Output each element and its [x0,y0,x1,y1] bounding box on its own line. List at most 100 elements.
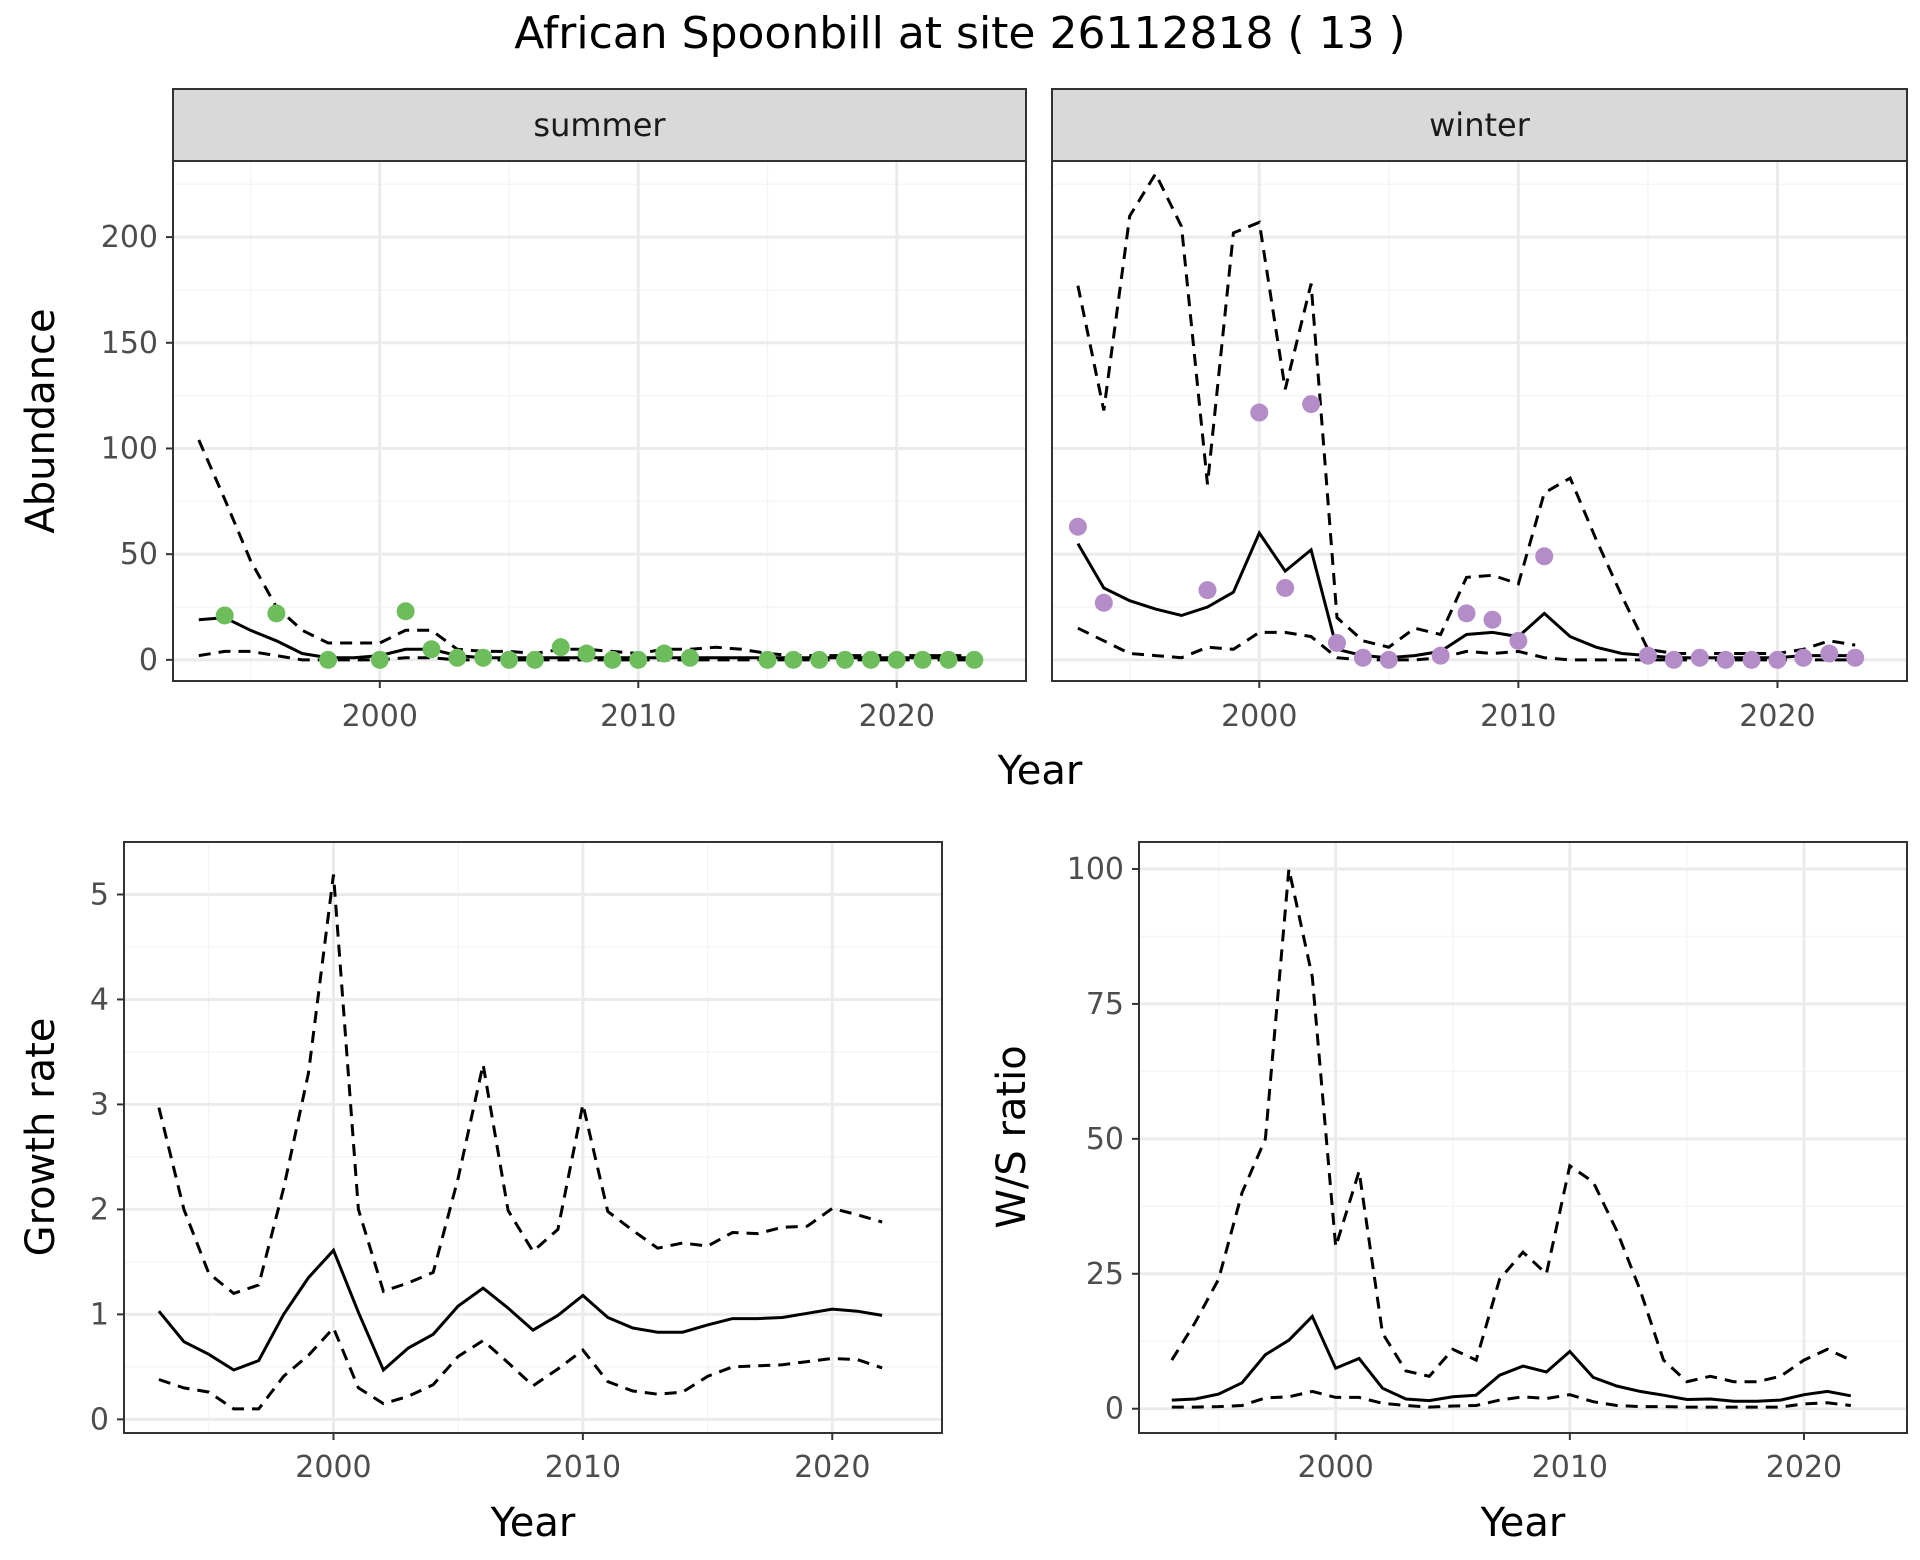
panel-growth-grid [124,841,942,1433]
observed-count-point [1483,610,1502,629]
observed-count-point [551,638,570,657]
observed-count-point [1094,593,1113,612]
x-tick-label: 2000 [1221,699,1297,734]
panel-growth-border [123,841,943,1434]
observed-count-point [1664,650,1683,669]
y-axis-title-abundance: Abundance [18,308,64,533]
y-tick-label: 50 [1086,1122,1124,1157]
y-axis-title-ws-ratio: W/S ratio [989,1045,1035,1228]
y-tick-label: 2 [90,1192,109,1227]
observed-count-point [448,648,467,667]
panel-winter-strip-label: winter [1429,106,1531,144]
upper-bound-line [197,439,975,658]
panel-winter-border [1051,160,1908,682]
x-tick-label: 2020 [1766,1450,1842,1485]
x-tick-label: 2010 [1532,1450,1608,1485]
y-axis-title-growth-rate: Growth rate [18,1018,64,1257]
panel-summer-x-ticks: 2000 2010 2020 [342,681,935,734]
panel-ws-x-ticks: 2000 2010 2020 [1298,1433,1842,1485]
y-tick-label: 3 [90,1087,109,1122]
y-tick-label: 0 [139,643,158,678]
observed-count-point [215,606,234,625]
y-tick-label: 0 [1105,1392,1124,1427]
panel-summer-series [197,439,984,669]
panel-ws-ratio: 0 25 50 75 100 2000 2010 2020 Year W/S r… [989,841,1908,1546]
panel-summer-border [172,160,1027,682]
observed-count-point [1302,395,1321,414]
observed-count-point [1328,633,1346,652]
x-tick-label: 2010 [1480,699,1556,734]
panel-ws-grid [1139,842,1907,1433]
y-tick-label: 100 [1067,852,1124,887]
x-tick-label: 2020 [794,1450,870,1485]
observed-count-point [1846,648,1865,667]
observed-count-point [810,650,829,669]
lower-bound-line [158,1325,883,1411]
observed-count-point [836,650,855,669]
observed-count-point [1198,581,1217,600]
panel-ws-series [1170,868,1852,1409]
observed-count-point [603,650,622,669]
observed-count-point [1509,631,1528,650]
observed-count-point [784,650,803,669]
observed-count-point [525,650,544,669]
panel-summer-background [173,161,1026,681]
panel-ws-y-ticks: 0 25 50 75 100 [1067,852,1139,1427]
observed-count-point [1638,646,1657,665]
panel-growth-y-ticks: 0 1 2 3 4 5 [90,877,124,1437]
panel-summer-y-ticks: 0 50 100 150 200 [101,220,173,678]
observed-count-point [500,650,519,669]
observed-count-point [577,644,596,663]
observed-count-point [887,650,906,669]
observed-count-point [1353,648,1372,667]
observed-count-point [1068,517,1087,536]
y-tick-label: 5 [90,877,109,912]
y-tick-label: 50 [120,537,158,572]
x-tick-label: 2010 [600,699,676,734]
observed-count-point [629,650,648,669]
observed-count-point [861,650,880,669]
observed-count-point [1716,650,1735,669]
panel-summer-strip [172,88,1027,162]
panel-winter-strip [1051,88,1908,162]
panel-growth-series [157,874,883,1411]
observed-count-point [474,648,493,667]
panel-growth-x-ticks: 2000 2010 2020 [295,1433,870,1485]
observed-count-point [396,602,415,621]
estimate-line [157,1247,883,1373]
y-tick-label: 0 [90,1402,109,1437]
x-tick-label: 2000 [295,1450,371,1485]
observed-count-point [267,604,286,623]
y-tick-label: 75 [1086,987,1124,1022]
x-tick-label: 2020 [859,699,935,734]
observed-count-point [1457,604,1476,623]
x-tick-label: 2000 [342,699,418,734]
panel-winter-series [1068,170,1865,669]
panel-growth-rate: 0 1 2 3 4 5 2000 2010 2020 Year Growth r… [18,841,943,1546]
observed-count-point [370,650,389,669]
panel-summer-strip-label: summer [533,106,666,144]
y-tick-label: 4 [90,982,109,1017]
x-tick-label: 2010 [545,1450,621,1485]
observed-count-point [1431,646,1450,665]
observed-count-point [939,650,958,669]
y-tick-label: 200 [101,220,158,255]
observed-count-point [1690,648,1709,667]
y-tick-label: 25 [1086,1257,1124,1292]
panel-winter-background [1052,161,1907,681]
observed-count-point [1250,403,1269,422]
observed-count-point [319,650,338,669]
observed-count-point [422,640,441,659]
panel-summer: summer 0 50 100 150 200 2000 2010 2020 A… [18,88,1027,734]
x-axis-title-growth: Year [490,1500,576,1546]
y-tick-label: 1 [90,1297,109,1332]
observed-count-point [1379,650,1398,669]
estimate-line [1171,1313,1852,1403]
panel-winter-x-ticks: 2000 2010 2020 [1221,681,1816,734]
observed-count-point [1794,648,1813,667]
y-tick-label: 150 [101,326,158,361]
observed-count-point [1742,650,1761,669]
panel-ws-border [1138,841,1908,1434]
x-tick-label: 2020 [1739,699,1815,734]
